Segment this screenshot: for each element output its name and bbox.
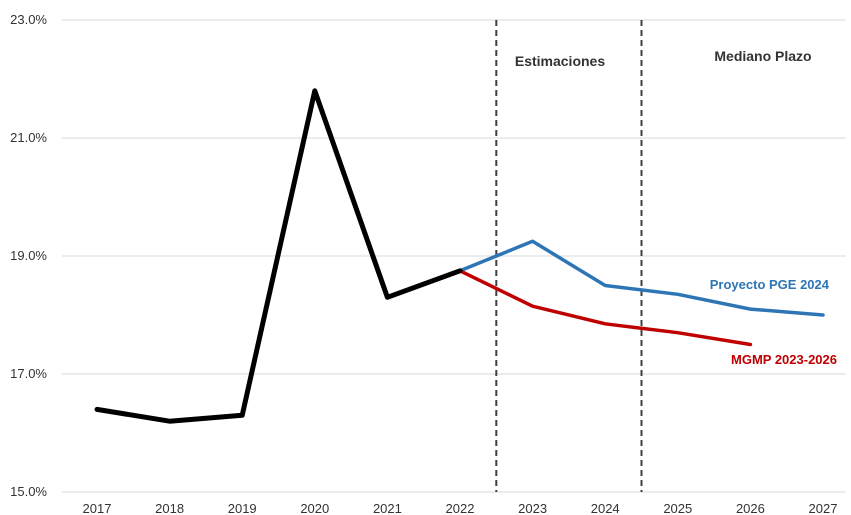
y-tick-label: 21.0%: [10, 130, 47, 145]
x-tick-label: 2026: [736, 501, 765, 515]
region-label: Mediano Plazo: [714, 48, 811, 64]
y-axis-ticks: 15.0% 17.0% 19.0% 21.0% 23.0%: [10, 12, 47, 499]
x-tick-label: 2024: [591, 501, 620, 515]
y-tick-label: 15.0%: [10, 484, 47, 499]
series-line-historical: [94, 88, 463, 424]
y-tick-label: 19.0%: [10, 248, 47, 263]
series-lines: [94, 88, 825, 424]
x-tick-label: 2020: [300, 501, 329, 515]
series-labels: Proyecto PGE 2024 MGMP 2023-2026: [710, 277, 837, 367]
region-labels: Estimaciones Mediano Plazo: [515, 48, 812, 69]
x-tick-label: 2021: [373, 501, 402, 515]
series-line: [458, 239, 825, 317]
x-tick-label: 2017: [83, 501, 112, 515]
x-tick-label: 2025: [663, 501, 692, 515]
x-tick-label: 2018: [155, 501, 184, 515]
x-tick-label: 2027: [809, 501, 838, 515]
y-tick-label: 17.0%: [10, 366, 47, 381]
region-label: Estimaciones: [515, 53, 605, 69]
series-label: Proyecto PGE 2024: [710, 277, 830, 292]
x-tick-label: 2023: [518, 501, 547, 515]
series-label: MGMP 2023-2026: [731, 352, 837, 367]
y-tick-label: 23.0%: [10, 12, 47, 27]
x-axis-ticks: 2017 2018 2019 2020 2021 2022 2023 2024 2025 2026…: [83, 501, 838, 515]
gridlines: [62, 19, 846, 493]
series-line: [458, 269, 753, 347]
x-tick-label: 2019: [228, 501, 257, 515]
x-tick-label: 2022: [446, 501, 475, 515]
